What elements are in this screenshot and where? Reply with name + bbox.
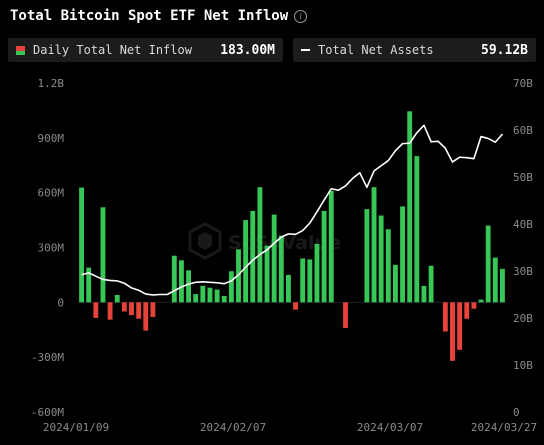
y-left-tick-label: -600M [31,406,64,419]
chart-title: Total Bitcoin Spot ETF Net Inflow [10,8,289,24]
bar-inflow-2 [93,302,99,318]
bar-inflow-20 [221,295,227,303]
bar-swatch-icon [16,45,25,55]
bar-inflow-43 [385,229,391,303]
bar-inflow-21 [228,271,234,303]
line-swatch-icon [301,49,310,51]
bar-inflow-10 [150,302,156,317]
bar-inflow-17 [200,285,206,303]
svg-text:SoSoValue: SoSoValue [228,232,341,254]
bar-inflow-42 [378,215,384,303]
bar-inflow-34 [321,210,327,303]
title-row: Total Bitcoin Spot ETF Net Inflow i [10,8,308,24]
bar-inflow-14 [179,260,184,303]
y-left-tick-label: -300M [31,351,64,364]
y-right-tick-label: 30B [513,265,533,278]
bar-inflow-26 [264,245,270,303]
bar-inflow-55 [471,302,477,309]
bar-inflow-3 [100,207,106,303]
y-left-tick-label: 0 [57,296,64,309]
bar-inflow-1 [86,267,92,303]
info-icon[interactable]: i [294,9,308,23]
y-left-tick-label: 900M [38,132,65,145]
bar-inflow-5 [114,295,120,303]
bar-inflow-41 [371,187,377,303]
line-total-net-assets [81,124,504,296]
bar-inflow-18 [207,287,213,303]
bar-inflow-8 [136,302,142,319]
bar-inflow-47 [414,156,420,303]
y-right-tick-label: 70B [513,77,533,90]
y-right-tick-label: 40B [513,218,533,231]
bar-inflow-44 [393,264,398,303]
bar-inflow-6 [121,302,127,312]
bar-inflow-4 [107,302,113,320]
bar-inflow-27 [271,214,277,303]
bar-inflow-24 [250,210,256,303]
bar-inflow-48 [421,285,427,303]
y-right-tick-label: 60B [513,124,533,137]
bar-inflow-53 [457,302,463,350]
bar-inflow-54 [464,302,470,319]
bar-inflow-15 [186,270,191,303]
bar-inflow-57 [485,225,491,303]
bar-inflow-33 [314,243,320,303]
y-left-tick-label: 300M [38,242,65,255]
bar-inflow-30 [293,302,298,310]
bar-inflow-0 [79,187,84,303]
bar-inflow-28 [278,235,284,303]
y-left-tick-label: 1.2B [38,77,65,90]
bar-inflow-37 [343,302,348,328]
bar-inflow-22 [236,249,241,303]
bar-inflow-29 [286,274,291,303]
bar-inflow-7 [129,302,134,316]
bar-inflow-40 [364,209,370,303]
y-right-tick-label: 20B [513,312,533,325]
legend-inflow-label: Daily Total Net Inflow [33,43,192,57]
bar-inflow-45 [400,206,405,303]
bar-inflow-49 [428,265,434,303]
bar-inflow-35 [328,190,334,303]
y-right-tick-label: 10B [513,359,533,372]
bar-inflow-56 [478,299,484,303]
legend-inflow-value: 183.00M [220,42,275,58]
legend-assets-label: Total Net Assets [318,43,434,57]
legend-total-assets[interactable]: Total Net Assets 59.12B [293,38,536,62]
bar-inflow-59 [500,268,505,303]
bar-inflow-16 [193,294,199,303]
bar-inflow-58 [492,257,498,303]
bar-inflow-9 [143,302,149,331]
bar-inflow-23 [243,220,249,303]
x-tick-label: 2024/03/27 [471,421,537,434]
bar-inflow-51 [442,302,448,332]
bar-inflow-32 [307,259,313,303]
bar-inflow-46 [407,111,413,303]
legend-daily-inflow[interactable]: Daily Total Net Inflow 183.00M [8,38,283,62]
x-tick-label: 2024/02/07 [200,421,266,434]
bar-inflow-25 [257,187,263,303]
bar-inflow-52 [450,302,455,361]
bar-inflow-13 [171,255,177,303]
x-tick-label: 2024/01/09 [43,421,109,434]
bar-inflow-19 [214,289,220,303]
x-tick-label: 2024/03/07 [357,421,423,434]
watermark-logo: SoSoValue [188,222,341,260]
y-right-tick-label: 0 [513,406,520,419]
y-right-tick-label: 50B [513,171,533,184]
y-left-tick-label: 600M [38,187,65,200]
bar-inflow-31 [300,258,306,303]
legend-assets-value: 59.12B [481,42,528,58]
